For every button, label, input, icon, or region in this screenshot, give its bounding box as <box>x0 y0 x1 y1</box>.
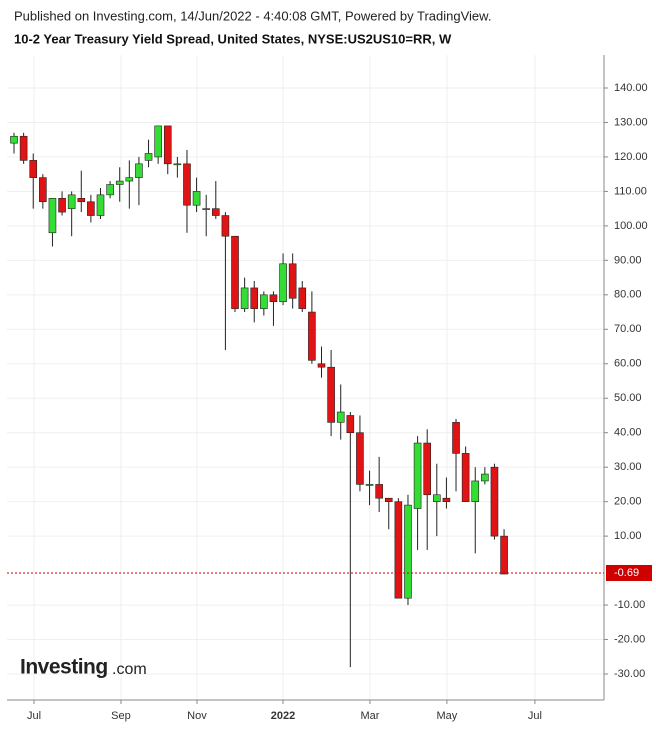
candle-body <box>58 197 66 213</box>
last-value-box <box>606 564 652 581</box>
candle-body <box>317 363 326 368</box>
x-tick-label: 2022 <box>271 710 295 722</box>
candle-body <box>212 208 220 216</box>
candle-body <box>260 294 268 309</box>
y-tick-label: 140.00 <box>614 82 648 94</box>
candle-body <box>442 497 451 502</box>
candle-body <box>163 125 172 165</box>
candle-body <box>202 208 210 210</box>
x-tick-label: Jul <box>528 710 542 722</box>
candle-body <box>48 197 57 234</box>
candle-body <box>336 411 345 423</box>
candle-body <box>384 497 393 502</box>
candle-body <box>375 484 383 499</box>
candle-body <box>192 191 201 206</box>
y-tick-label: 20.00 <box>614 496 642 508</box>
candle-body <box>10 135 18 144</box>
candle-body <box>404 504 412 599</box>
x-tick-label: Nov <box>187 710 207 722</box>
y-tick-label: 110.00 <box>614 185 647 197</box>
grid <box>7 55 604 700</box>
candle-body <box>96 194 105 216</box>
y-tick-label: -10.00 <box>614 599 645 611</box>
candles <box>10 125 508 668</box>
candle-body <box>29 160 38 178</box>
candle-body <box>67 194 76 209</box>
y-tick-label: 30.00 <box>614 461 642 473</box>
published-note: Published on Investing.com, 14/Jun/2022 … <box>14 8 491 23</box>
candle-body <box>250 287 259 309</box>
x-tick-label: Jul <box>27 710 41 722</box>
candle-body <box>481 473 489 482</box>
candle-body <box>356 432 364 485</box>
candle-body <box>413 442 422 509</box>
candle-body <box>394 501 403 599</box>
candle-body <box>433 494 441 502</box>
candle-body <box>269 294 278 303</box>
logo-suffix: .com <box>112 661 147 678</box>
candle-body <box>423 442 431 496</box>
chart-title: 10-2 Year Treasury Yield Spread, United … <box>14 31 452 46</box>
y-tick-label: -30.00 <box>614 668 645 680</box>
candle-body <box>231 235 239 309</box>
candle-body <box>288 263 297 299</box>
y-tick-label: 50.00 <box>614 392 642 404</box>
candle-body <box>19 135 28 161</box>
candle-body <box>144 153 153 161</box>
candle-body <box>173 163 182 166</box>
y-tick-label: 60.00 <box>614 358 642 370</box>
y-tick-label: 70.00 <box>614 323 642 335</box>
candle-body <box>125 177 134 182</box>
y-tick-label: 100.00 <box>614 220 648 232</box>
candle-body <box>240 287 249 309</box>
y-tick-label: 80.00 <box>614 289 642 301</box>
candle-body <box>135 163 143 178</box>
candle-body <box>365 484 374 486</box>
x-tick-label: Mar <box>360 710 379 722</box>
candle-body <box>279 263 287 303</box>
y-tick-label: 10.00 <box>614 530 642 542</box>
candle-body <box>500 535 508 575</box>
candle-body <box>39 177 47 203</box>
candle-body <box>327 366 335 423</box>
candle-body <box>471 480 480 502</box>
candle-body <box>346 415 355 434</box>
candle-body <box>298 287 307 309</box>
logo: Investing <box>20 656 108 679</box>
candle-body <box>490 466 499 537</box>
y-tick-label: 120.00 <box>614 151 648 163</box>
candle-body <box>77 197 86 203</box>
candle-body <box>154 125 162 158</box>
candle-body <box>115 180 124 185</box>
candle-body <box>106 184 114 196</box>
candle-body <box>308 311 316 361</box>
y-tick-label: 130.00 <box>614 116 648 128</box>
candle-body <box>221 215 230 237</box>
last-value-label: -0.69 <box>614 567 639 579</box>
x-tick-label: Sep <box>111 710 131 722</box>
candle-body <box>452 422 460 454</box>
y-tick-label: 90.00 <box>614 254 642 266</box>
y-tick-label: -20.00 <box>614 633 645 645</box>
x-tick-label: May <box>437 710 458 722</box>
candle-body <box>183 163 191 206</box>
candle-body <box>87 201 95 216</box>
y-tick-label: 40.00 <box>614 427 642 439</box>
candle-body <box>461 453 470 502</box>
